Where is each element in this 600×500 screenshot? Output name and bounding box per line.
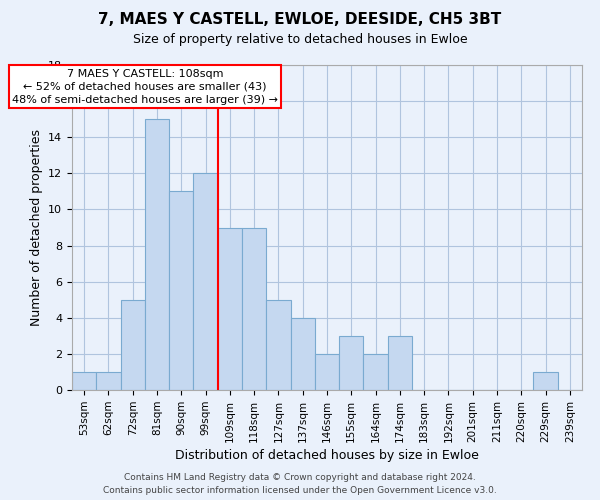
Bar — [266, 300, 290, 390]
Text: 7, MAES Y CASTELL, EWLOE, DEESIDE, CH5 3BT: 7, MAES Y CASTELL, EWLOE, DEESIDE, CH5 3… — [98, 12, 502, 28]
X-axis label: Distribution of detached houses by size in Ewloe: Distribution of detached houses by size … — [175, 449, 479, 462]
Bar — [339, 336, 364, 390]
Bar — [315, 354, 339, 390]
Bar — [242, 228, 266, 390]
Y-axis label: Number of detached properties: Number of detached properties — [29, 129, 43, 326]
Bar — [72, 372, 96, 390]
Bar — [290, 318, 315, 390]
Bar — [145, 119, 169, 390]
Bar — [364, 354, 388, 390]
Bar — [533, 372, 558, 390]
Text: Contains HM Land Registry data © Crown copyright and database right 2024.
Contai: Contains HM Land Registry data © Crown c… — [103, 474, 497, 495]
Bar — [193, 174, 218, 390]
Bar — [169, 192, 193, 390]
Text: Size of property relative to detached houses in Ewloe: Size of property relative to detached ho… — [133, 32, 467, 46]
Bar — [96, 372, 121, 390]
Bar — [218, 228, 242, 390]
Bar — [121, 300, 145, 390]
Bar — [388, 336, 412, 390]
Text: 7 MAES Y CASTELL: 108sqm
← 52% of detached houses are smaller (43)
48% of semi-d: 7 MAES Y CASTELL: 108sqm ← 52% of detach… — [12, 68, 278, 105]
